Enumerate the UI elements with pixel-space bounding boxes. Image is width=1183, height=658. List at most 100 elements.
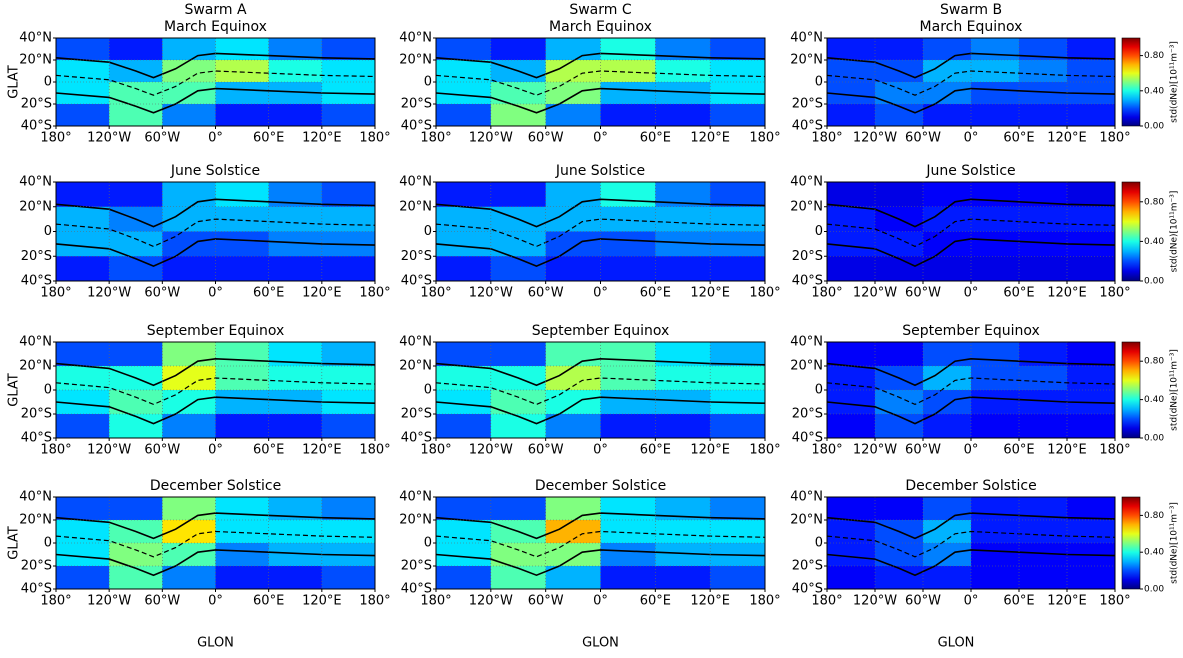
x-tick-label: 180° xyxy=(40,594,71,609)
x-tick-label: 120°W xyxy=(853,594,897,609)
y-tick-label: 0 xyxy=(815,75,823,90)
x-tick-label: 120°E xyxy=(302,131,342,146)
heat-cell xyxy=(827,566,876,590)
heat-cell xyxy=(600,206,656,232)
heat-cell xyxy=(923,82,972,105)
y-tick-label: 20°N xyxy=(19,53,52,68)
heat-cell xyxy=(923,342,972,367)
heat-cell xyxy=(56,497,110,521)
heat-cell xyxy=(162,497,216,521)
heat-cell xyxy=(923,60,972,83)
heat-cell xyxy=(215,390,270,415)
x-tick-label: 180° xyxy=(811,286,842,301)
x-tick-label: 120°W xyxy=(87,443,131,458)
panel-title: March Equinox xyxy=(920,19,1023,35)
panel-title: June Solstice xyxy=(925,163,1015,179)
heat-cell xyxy=(268,366,323,391)
y-tick-label: 0 xyxy=(815,536,823,551)
x-tick-label: 180° xyxy=(811,131,842,146)
panel-title: June Solstice xyxy=(555,163,645,179)
colorbar xyxy=(1121,496,1141,590)
heat-cell xyxy=(490,543,547,567)
heat-cell xyxy=(162,342,216,367)
y-tick-label: 20°S xyxy=(21,97,52,112)
heat-cell xyxy=(545,256,601,282)
heat-cell xyxy=(215,566,270,590)
panel-title: December Solstice xyxy=(150,478,281,494)
heat-cell xyxy=(875,543,924,567)
heat-cell xyxy=(600,366,656,391)
x-tick-label: 60°W xyxy=(144,594,180,609)
heat-cell xyxy=(321,38,376,61)
eia-bound xyxy=(435,87,766,114)
colorbar-tick-label: 0.80 xyxy=(1144,51,1164,61)
x-tick-label: 120°E xyxy=(1047,131,1087,146)
x-tick-label: 180° xyxy=(40,443,71,458)
y-tick-label: 0 xyxy=(424,224,432,239)
y-tick-label: 40°N xyxy=(19,175,52,190)
panel: 180° 120°W 60°W 0° 60°E 120°E 180°40°S20°S020°… xyxy=(790,2,1179,146)
panel-title: June Solstice xyxy=(170,163,260,179)
x-tick-label: 120°W xyxy=(853,131,897,146)
x-tick-label: 120°W xyxy=(469,286,513,301)
column-title: Swarm C xyxy=(569,2,632,18)
y-tick-label: 20°S xyxy=(401,559,432,574)
heat-cell xyxy=(1019,497,1068,521)
heat-cell xyxy=(923,414,972,439)
magnetic-equator xyxy=(55,70,376,96)
x-tick-label: 120°E xyxy=(690,443,730,458)
heat-cell xyxy=(827,182,876,208)
heat-cell xyxy=(56,566,110,590)
y-tick-label: 40°N xyxy=(399,335,432,350)
heat-cell xyxy=(710,38,766,61)
heat-cell xyxy=(56,256,110,282)
heat-cell xyxy=(321,256,376,282)
heat-cell xyxy=(162,414,216,439)
x-tick-label: 60°E xyxy=(253,594,284,609)
heat-cell xyxy=(56,414,110,439)
heat-cell xyxy=(215,60,270,83)
x-tick-label: 180° xyxy=(811,594,842,609)
panel: 180° 120°W 60°W 0° 60°E 120°E 180°40°S20°S020°… xyxy=(399,163,780,301)
plot-frame xyxy=(435,496,766,590)
eia-bound xyxy=(826,357,1116,387)
heat-cell xyxy=(655,414,711,439)
heat-cell xyxy=(971,566,1020,590)
heat-cell xyxy=(545,543,601,567)
plot-frame xyxy=(435,181,766,282)
y-tick-label: 20°N xyxy=(399,359,432,374)
eia-bound xyxy=(435,512,766,540)
x-tick-label: 60°W xyxy=(905,594,941,609)
heat-cell xyxy=(1019,256,1068,282)
heat-cell xyxy=(321,104,376,127)
heat-cell xyxy=(710,366,766,391)
heat-cell xyxy=(971,82,1020,105)
x-tick-label: 180° xyxy=(420,131,451,146)
heat-cell xyxy=(545,104,601,127)
panel-title: December Solstice xyxy=(535,478,666,494)
plot-frame xyxy=(826,181,1116,282)
heat-cell xyxy=(109,342,163,367)
x-tick-label: 60°W xyxy=(528,443,564,458)
heat-cell xyxy=(215,520,270,544)
column-title: Swarm B xyxy=(940,2,1002,18)
colorbar-tick-label: 0.00 xyxy=(1144,122,1164,132)
x-tick-label: 180° xyxy=(40,286,71,301)
y-tick-label: 0 xyxy=(815,383,823,398)
x-tick-label: 0° xyxy=(208,594,223,609)
heat-cell xyxy=(162,82,216,105)
x-tick-label: 180° xyxy=(359,286,390,301)
heat-cell xyxy=(56,38,110,61)
y-tick-label: 20°N xyxy=(790,359,823,374)
heat-cell xyxy=(436,38,492,61)
eia-bound xyxy=(826,198,1116,228)
heat-cell xyxy=(923,520,972,544)
heat-cell xyxy=(56,60,110,83)
heat-cell xyxy=(490,256,547,282)
heat-cell xyxy=(875,414,924,439)
heat-cell xyxy=(1019,104,1068,127)
x-tick-label: 180° xyxy=(420,594,451,609)
eia-bound xyxy=(55,87,376,114)
x-tick-label: 0° xyxy=(964,286,979,301)
